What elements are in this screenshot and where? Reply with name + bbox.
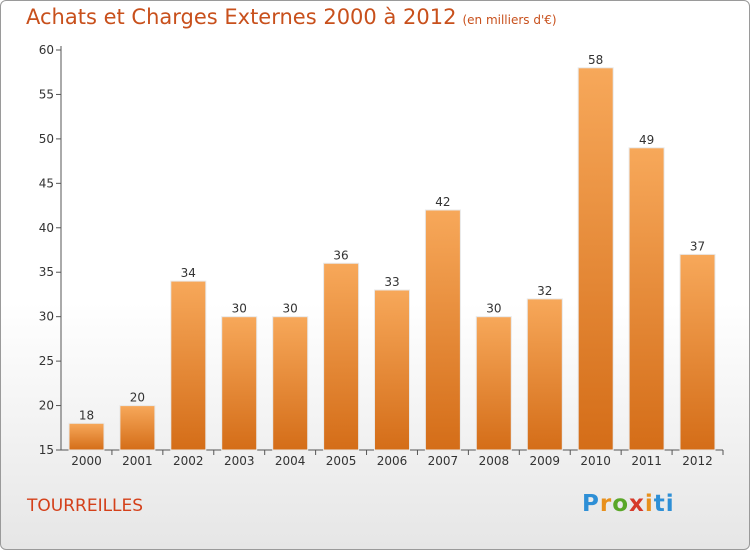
commune-name: TOURREILLES bbox=[27, 496, 144, 516]
bar-value-label: 37 bbox=[690, 239, 705, 253]
logo-letter: o bbox=[612, 491, 630, 517]
logo-letter: i bbox=[644, 491, 654, 517]
bar bbox=[374, 289, 410, 451]
logo-letter: x bbox=[629, 491, 645, 517]
y-tick-label: 15 bbox=[39, 443, 54, 457]
bar bbox=[119, 405, 156, 451]
y-tick-label: 35 bbox=[39, 265, 54, 279]
bar bbox=[323, 262, 360, 451]
bar-value-label: 58 bbox=[588, 53, 603, 67]
bar bbox=[68, 422, 105, 451]
bar-value-label: 49 bbox=[639, 133, 654, 147]
y-tick-label: 30 bbox=[39, 310, 54, 324]
bar bbox=[424, 209, 461, 451]
bar-value-label: 20 bbox=[130, 391, 145, 405]
bar bbox=[272, 316, 309, 451]
y-tick-label: 50 bbox=[39, 132, 54, 146]
bar bbox=[577, 67, 614, 451]
x-tick-label: 2002 bbox=[173, 454, 204, 468]
bar bbox=[679, 253, 716, 451]
bar-value-label: 30 bbox=[486, 302, 501, 316]
bar-value-label: 30 bbox=[232, 302, 247, 316]
bar-value-label: 33 bbox=[384, 275, 399, 289]
y-tick-label: 40 bbox=[39, 221, 54, 235]
chart-title-text: Achats et Charges Externes 2000 à 2012 bbox=[26, 5, 457, 29]
x-tick-label: 2012 bbox=[682, 454, 713, 468]
bar-value-label: 36 bbox=[333, 248, 348, 262]
bar-value-label: 18 bbox=[79, 408, 94, 422]
proxiti-logo: Proxiti bbox=[582, 491, 675, 517]
x-tick-label: 2008 bbox=[479, 454, 510, 468]
bar-value-label: 32 bbox=[537, 284, 552, 298]
x-tick-label: 2010 bbox=[580, 454, 611, 468]
x-tick-label: 2004 bbox=[275, 454, 306, 468]
y-tick-label: 20 bbox=[39, 399, 54, 413]
bar bbox=[221, 316, 258, 451]
logo-letter: ti bbox=[653, 491, 675, 517]
y-tick-label: 45 bbox=[39, 176, 54, 190]
bar bbox=[170, 280, 207, 451]
bar bbox=[475, 316, 512, 451]
bar bbox=[526, 298, 563, 451]
logo-letter: r bbox=[599, 491, 613, 517]
x-tick-label: 2005 bbox=[326, 454, 357, 468]
x-tick-label: 2006 bbox=[377, 454, 408, 468]
x-tick-label: 2007 bbox=[428, 454, 459, 468]
y-tick-label: 55 bbox=[39, 87, 54, 101]
bar bbox=[628, 147, 665, 451]
y-tick-label: 60 bbox=[39, 43, 54, 57]
chart-subtitle: (en milliers d'€) bbox=[462, 13, 557, 27]
x-tick-label: 2001 bbox=[122, 454, 153, 468]
logo-letter: P bbox=[582, 491, 600, 517]
x-tick-label: 2003 bbox=[224, 454, 255, 468]
x-tick-label: 2000 bbox=[71, 454, 102, 468]
chart-title: Achats et Charges Externes 2000 à 2012 (e… bbox=[26, 5, 557, 29]
x-tick-label: 2011 bbox=[631, 454, 662, 468]
bar-value-label: 42 bbox=[435, 195, 450, 209]
bar-value-label: 34 bbox=[181, 266, 196, 280]
bar-value-label: 30 bbox=[283, 302, 298, 316]
x-tick-label: 2009 bbox=[529, 454, 560, 468]
y-tick-label: 25 bbox=[39, 354, 54, 368]
